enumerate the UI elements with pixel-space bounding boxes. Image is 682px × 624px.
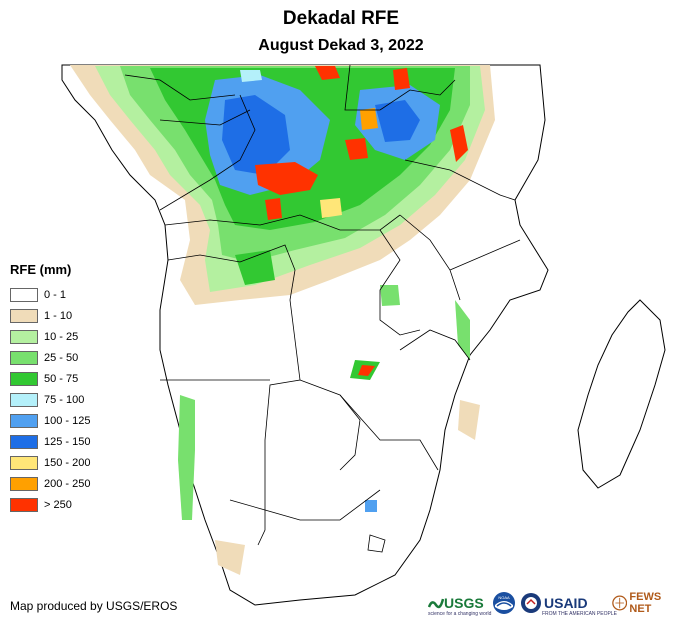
legend-swatch — [10, 456, 38, 471]
legend-item: 200 - 250 — [10, 474, 90, 495]
rain-heavy-2 — [265, 198, 282, 220]
usaid-seal-icon — [521, 593, 541, 613]
legend-swatch — [10, 435, 38, 450]
rain-moderate-1 — [320, 198, 342, 218]
usaid-logo-text: USAID — [544, 595, 588, 611]
legend-item: 25 - 50 — [10, 347, 90, 368]
legend-title: RFE (mm) — [10, 262, 72, 277]
noaa-emblem-label: NOAA — [498, 595, 510, 600]
rain-heavy-5 — [450, 125, 468, 162]
rain-south-3 — [358, 365, 375, 376]
legend-item: 75 - 100 — [10, 389, 90, 410]
rain-blue-zone-3 — [222, 95, 290, 175]
legend-swatch — [10, 393, 38, 408]
legend-label: 0 - 1 — [44, 288, 67, 301]
legend-label: 10 - 25 — [44, 330, 79, 343]
fewsnet-logo-text: FEWS NET — [629, 591, 662, 615]
legend-label: 150 - 200 — [44, 457, 91, 470]
legend-swatch — [10, 498, 38, 513]
legend-item: 0 - 1 — [10, 284, 90, 305]
legend-rows: 0 - 1 1 - 10 10 - 25 25 - 50 50 - 75 75 … — [10, 284, 90, 516]
legend-item: 100 - 125 — [10, 411, 90, 432]
legend-label: 25 - 50 — [44, 351, 79, 364]
fewsnet-globe-icon — [612, 595, 628, 611]
legend-swatch — [10, 350, 38, 365]
legend-item: 125 - 150 — [10, 432, 90, 453]
legend-item: 1 - 10 — [10, 305, 90, 326]
rain-light-sw — [215, 540, 245, 575]
noaa-logo: NOAA — [492, 588, 518, 618]
map-title: Dekadal RFE — [282, 8, 400, 29]
map-credit: Map produced by USGS/EROS — [10, 599, 178, 613]
usaid-logo: USAID FROM THE AMERICAN PEOPLE — [520, 588, 617, 618]
country-borders — [124, 64, 521, 553]
rain-heavy-1 — [255, 162, 318, 195]
usgs-wave-icon — [428, 598, 444, 609]
fewsnet-logo: FEWS NET — [612, 588, 678, 618]
rain-heavy-4 — [345, 138, 368, 160]
rain-west-coast — [178, 395, 195, 520]
legend-label: 50 - 75 — [44, 372, 79, 385]
legend-item: 150 - 200 — [10, 453, 90, 474]
legend-label: 200 - 250 — [44, 478, 91, 491]
legend-label: 75 - 100 — [44, 394, 85, 407]
legend-label: 125 - 150 — [44, 436, 91, 449]
legend: RFE (mm) 0 - 1 1 - 10 10 - 25 25 - 50 50… — [10, 262, 90, 516]
logo-strip: USGS science for a changing world NOAA U… — [428, 588, 678, 618]
usgs-logo: USGS science for a changing world — [428, 588, 492, 618]
legend-swatch — [10, 287, 38, 302]
noaa-emblem-icon: NOAA — [493, 592, 515, 614]
legend-label: 1 - 10 — [44, 309, 73, 322]
rain-heavy-7 — [393, 68, 410, 90]
legend-swatch — [10, 477, 38, 492]
usaid-tagline: FROM THE AMERICAN PEOPLE — [542, 611, 617, 617]
usgs-tagline: science for a changing world — [428, 611, 492, 617]
legend-item: 10 - 25 — [10, 326, 90, 347]
legend-swatch — [10, 329, 38, 344]
rain-east-patch — [380, 285, 400, 306]
legend-label: > 250 — [44, 499, 72, 512]
rain-heavy-6 — [360, 108, 378, 130]
legend-swatch — [10, 308, 38, 323]
rain-cyan-1 — [240, 70, 262, 82]
rain-heavy-3 — [315, 66, 340, 80]
madagascar-outline — [577, 299, 666, 489]
map-subtitle: August Dekad 3, 2022 — [258, 37, 424, 54]
rain-south-1 — [235, 250, 275, 285]
rain-south-east — [365, 500, 377, 512]
legend-swatch — [10, 414, 38, 429]
rain-blue-zone-4 — [375, 100, 420, 142]
usgs-logo-text: USGS — [444, 595, 484, 611]
legend-item: 50 - 75 — [10, 368, 90, 389]
legend-item: > 250 — [10, 495, 90, 516]
legend-swatch — [10, 371, 38, 386]
rain-light-se — [458, 400, 480, 440]
legend-label: 100 - 125 — [44, 415, 91, 428]
